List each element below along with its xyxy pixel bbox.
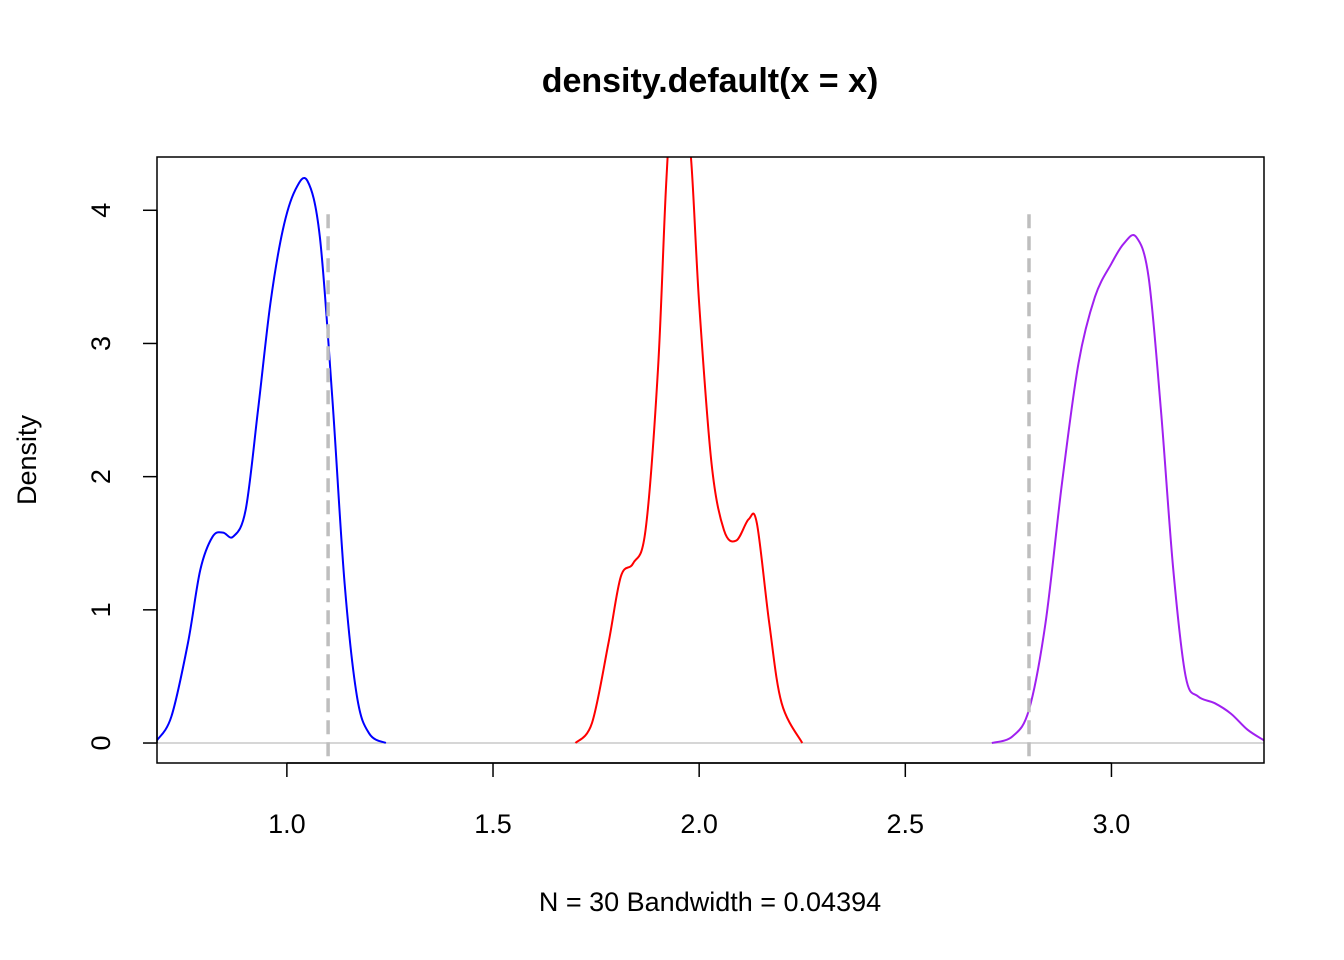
y-tick-label: 0 (86, 736, 116, 751)
x-axis-label: N = 30 Bandwidth = 0.04394 (539, 887, 881, 917)
reference-lines (326, 214, 1031, 763)
y-tick-label: 4 (86, 203, 116, 218)
chart-title: density.default(x = x) (542, 62, 879, 100)
y-axis-label: Density (12, 414, 42, 505)
x-tick-label: 2.0 (680, 809, 718, 839)
y-axis: 0 1 2 3 4 (86, 203, 158, 751)
x-tick-label: 1.5 (474, 809, 512, 839)
x-tick-label: 1.0 (268, 809, 306, 839)
y-tick-label: 2 (86, 469, 116, 484)
density-series-2 (574, 157, 804, 744)
y-tick-label: 3 (86, 336, 116, 351)
x-tick-label: 3.0 (1093, 809, 1131, 839)
x-axis: 1.0 1.5 2.0 2.5 3.0 (268, 762, 1131, 839)
density-series-1 (157, 176, 387, 744)
density-curves (157, 157, 1264, 744)
density-series-3 (991, 234, 1264, 744)
x-tick-label: 2.5 (887, 809, 925, 839)
y-tick-label: 1 (86, 602, 116, 617)
